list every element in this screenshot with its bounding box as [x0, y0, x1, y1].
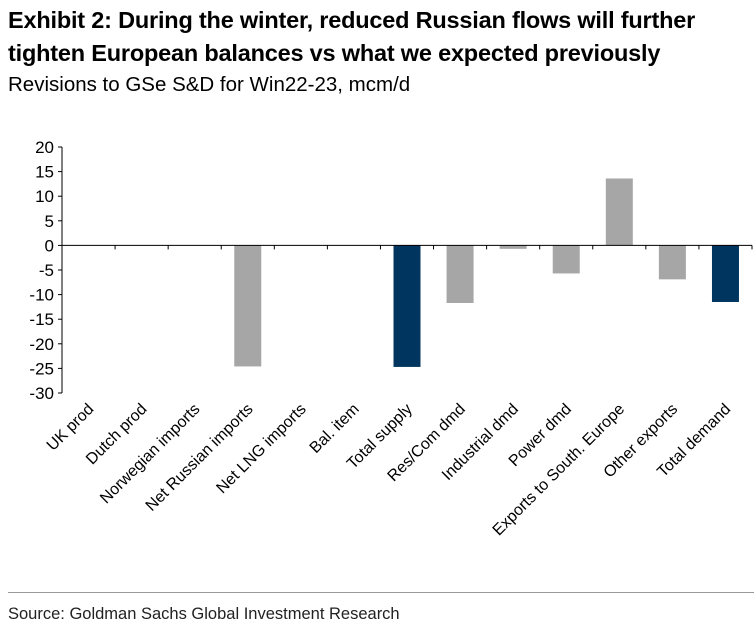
y-tick-label: -10 — [29, 286, 54, 305]
x-tick-label: Norwegian imports — [97, 401, 203, 507]
x-tick-label: Net LNG imports — [213, 401, 309, 497]
chart-title: Exhibit 2: During the winter, reduced Ru… — [8, 4, 753, 70]
y-tick-label: -30 — [29, 384, 54, 403]
bar — [552, 245, 580, 274]
bar — [446, 245, 474, 303]
bar — [393, 245, 421, 367]
title-line-2: tighten European balances vs what we exp… — [8, 40, 661, 66]
x-tick-label: UK prod — [44, 401, 98, 455]
bar — [234, 245, 262, 367]
chart-subtitle: Revisions to GSe S&D for Win22-23, mcm/d — [8, 73, 411, 96]
y-tick-label: 15 — [35, 163, 54, 182]
y-tick-label: -20 — [29, 335, 54, 354]
title-line-1: Exhibit 2: During the winter, reduced Ru… — [8, 7, 696, 33]
y-tick-label: -25 — [29, 359, 54, 378]
bar — [711, 245, 739, 302]
source-note: Source: Goldman Sachs Global Investment … — [8, 605, 400, 623]
y-tick-label: 10 — [35, 187, 54, 206]
x-tick-label: Bal. item — [307, 401, 363, 457]
bar — [499, 245, 527, 249]
y-tick-label: 20 — [35, 138, 54, 157]
y-tick-label: -15 — [29, 310, 54, 329]
divider — [8, 592, 754, 593]
bar — [605, 178, 633, 246]
bar — [658, 245, 686, 280]
y-tick-label: -5 — [39, 261, 54, 280]
y-tick-label: 5 — [45, 212, 54, 231]
y-tick-label: 0 — [45, 236, 54, 255]
